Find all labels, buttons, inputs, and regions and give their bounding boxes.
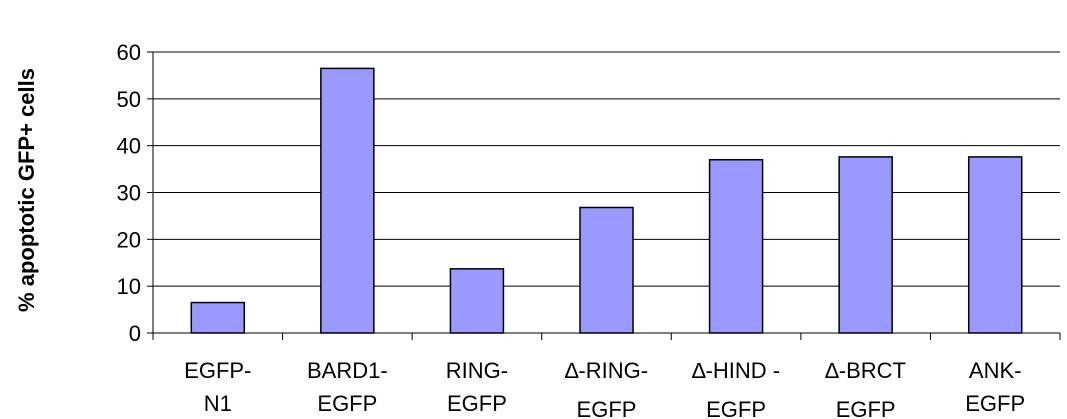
x-category-label: ∆-BRCT	[825, 358, 906, 383]
bar-5	[838, 156, 893, 334]
x-category-label: EGFP	[317, 391, 377, 416]
x-category-label: ANK-	[969, 358, 1022, 383]
x-category-label: EGFP	[706, 397, 766, 419]
bar-0	[190, 301, 246, 334]
x-category-label: RING-	[446, 358, 508, 383]
grid-lines	[153, 51, 1060, 287]
y-axis-title: % apoptotic GFP+ cells	[14, 68, 39, 312]
y-tick-label: 30	[117, 181, 141, 206]
x-category-label: N1	[204, 391, 232, 416]
x-category-label: EGFP	[836, 397, 896, 419]
bars	[190, 67, 1023, 334]
y-tick-label: 10	[117, 274, 141, 299]
y-tick-label: 50	[117, 87, 141, 112]
y-tick-label: 20	[117, 227, 141, 252]
x-category-label: BARD1-	[307, 358, 388, 383]
x-category-label: EGFP	[965, 391, 1025, 416]
x-category-label: ∆-RING-	[565, 358, 648, 383]
x-category-label: EGFP	[577, 397, 637, 419]
y-tick-label: 0	[129, 321, 141, 346]
bar-1	[320, 67, 375, 334]
x-category-label: EGFP	[447, 391, 507, 416]
bar-3	[579, 206, 634, 334]
x-category-label: EGFP-	[184, 358, 251, 383]
bar-2	[449, 268, 505, 334]
x-category-label: ∆-HIND -	[692, 358, 780, 383]
axes	[147, 51, 1061, 340]
y-tick-labels: 0 10 20 30 40 50 60	[117, 40, 141, 346]
y-tick-label: 40	[117, 134, 141, 159]
bar-4	[708, 158, 764, 334]
x-category-labels: EGFP- N1 BARD1- EGFP RING- EGFP ∆-RING- EGFP ∆-H…	[184, 358, 1025, 419]
y-tick-label: 60	[117, 40, 141, 65]
bar-6	[967, 156, 1023, 334]
